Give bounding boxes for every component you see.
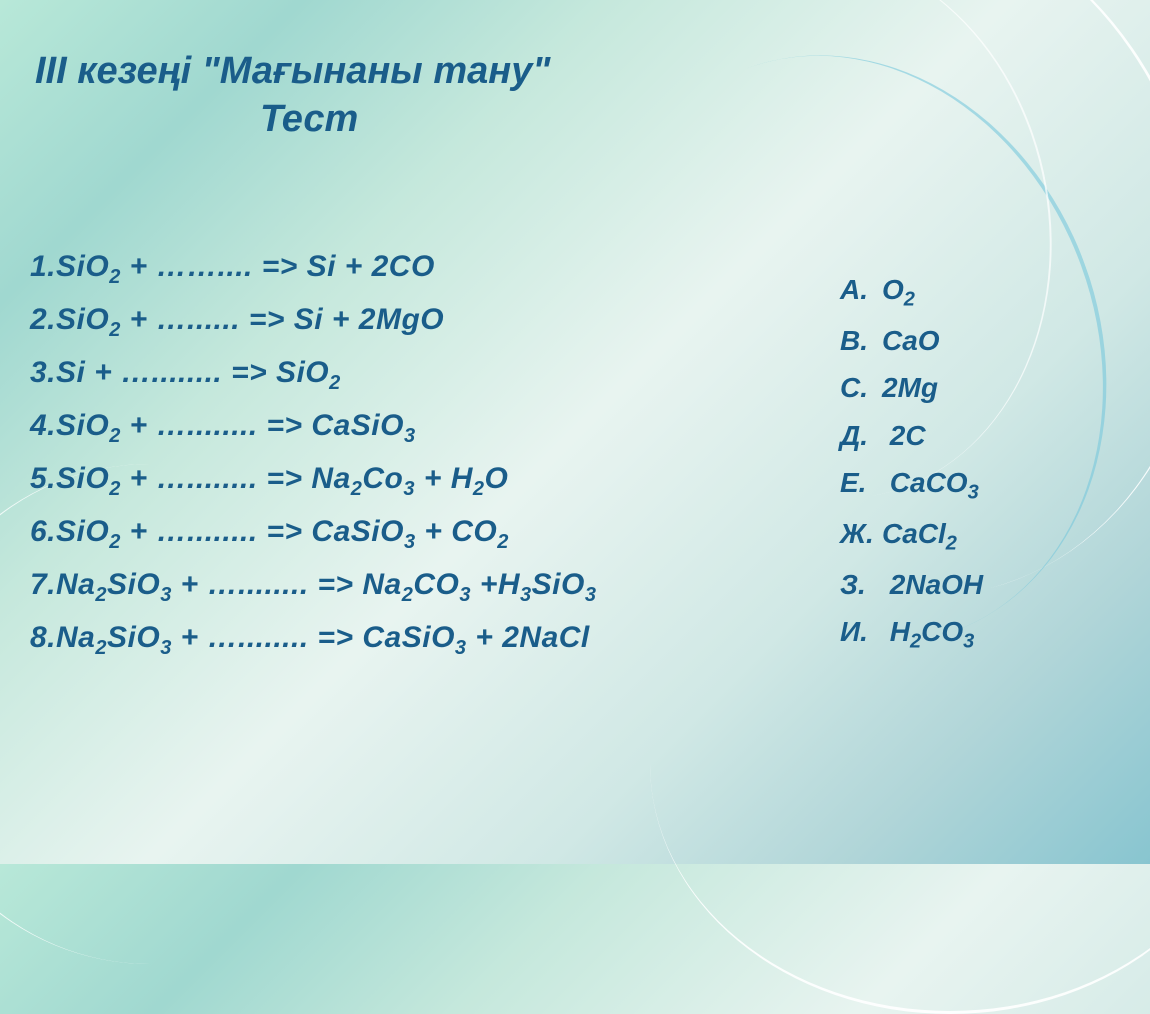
answer-line: Е. CaCO3	[840, 459, 1120, 510]
answers-column: А.O2В.CaOС.2MgД. 2CЕ. CaCO3Ж.CaCl2З. 2Na…	[840, 241, 1120, 665]
equation-line: 8.Na2SiO3 + …........ => CaSiO3 + 2NaCl	[30, 612, 740, 665]
equation-line: 6.SiO2 + …........ => CaSiO3 + CO2	[30, 506, 740, 559]
title-section: III кезеңі "Мағынаны тану" Тест	[30, 50, 1120, 141]
answer-line: В.CaO	[840, 317, 1120, 365]
equation-line: 7.Na2SiO3 + …........ => Na2CO3 +H3SiO3	[30, 559, 740, 612]
equation-line: 1.SiO2 + …….... => Si + 2CO	[30, 241, 740, 294]
main-content: 1.SiO2 + …….... => Si + 2CO2.SiO2 + …...…	[30, 241, 1120, 665]
equation-line: 3.Si + …........ => SiO2	[30, 347, 740, 400]
answer-line: Д. 2C	[840, 412, 1120, 460]
answer-line: И. H2CO3	[840, 608, 1120, 659]
answer-line: З. 2NaOH	[840, 561, 1120, 609]
slide-content: III кезеңі "Мағынаны тану" Тест 1.SiO2 +…	[0, 0, 1150, 864]
equation-line: 5.SiO2 + …........ => Na2Co3 + H2O	[30, 453, 740, 506]
equations-column: 1.SiO2 + …….... => Si + 2CO2.SiO2 + …...…	[30, 241, 740, 665]
answer-line: А.O2	[840, 266, 1120, 317]
answer-line: С.2Mg	[840, 364, 1120, 412]
answer-line: Ж.CaCl2	[840, 510, 1120, 561]
title-line-1: III кезеңі "Мағынаны тану"	[35, 50, 1120, 93]
equation-line: 4.SiO2 + …........ => CaSiO3	[30, 400, 740, 453]
equation-line: 2.SiO2 + …...... => Si + 2MgO	[30, 294, 740, 347]
title-line-2: Тест	[260, 98, 1120, 141]
